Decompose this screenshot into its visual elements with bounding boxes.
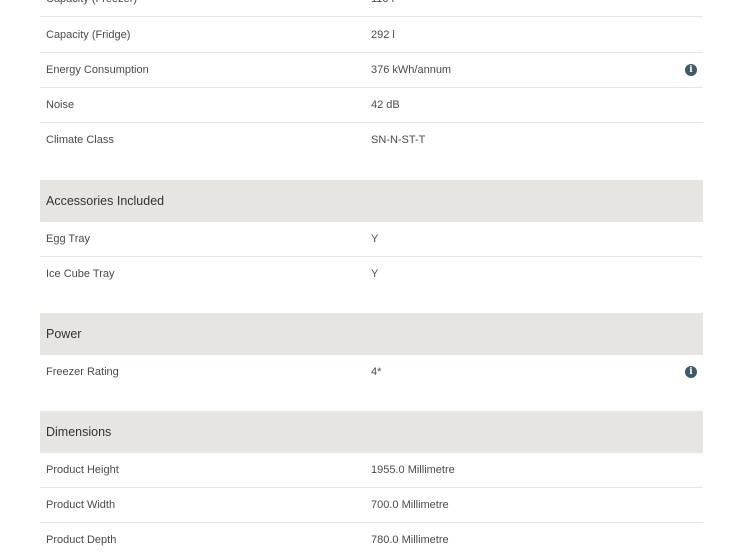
spec-row: Freezer Rating 4* i <box>40 355 703 390</box>
spec-value: 780.0 Millimetre <box>371 534 449 546</box>
spec-row: Capacity (Freezer) 110 l <box>40 0 703 17</box>
spec-value: SN-N-ST-T <box>371 134 426 146</box>
spec-row: Ice Cube Tray Y <box>40 257 703 292</box>
section-header: Power <box>40 313 703 355</box>
spec-label: Noise <box>46 99 75 111</box>
spec-row: Egg Tray Y <box>40 222 703 257</box>
spec-label: Capacity (Freezer) <box>46 0 137 17</box>
spec-value: 292 l <box>371 29 395 41</box>
section-title: Power <box>46 327 82 341</box>
spec-value: 376 kWh/annum <box>371 64 452 76</box>
spec-label: Capacity (Fridge) <box>46 29 131 41</box>
spec-value: 42 dB <box>371 99 400 111</box>
spec-row: Product Width 700.0 Millimetre <box>40 488 703 523</box>
spec-row: Climate Class SN-N-ST-T <box>40 123 703 158</box>
spec-value: Y <box>371 268 379 280</box>
spec-label: Climate Class <box>46 134 114 146</box>
section-title: Dimensions <box>46 425 112 439</box>
section-header: Dimensions <box>40 411 703 453</box>
spec-row: Product Height 1955.0 Millimetre <box>40 453 703 488</box>
spec-value: 1955.0 Millimetre <box>371 464 455 476</box>
spec-label: Freezer Rating <box>46 366 119 378</box>
spec-row: Capacity (Fridge) 292 l <box>40 18 703 53</box>
spec-value: 110 l <box>371 0 394 17</box>
info-icon[interactable]: i <box>685 366 697 378</box>
spec-label: Ice Cube Tray <box>46 268 115 280</box>
section-title: Accessories Included <box>46 194 165 208</box>
spec-row: Noise 42 dB <box>40 88 703 123</box>
spec-row: Energy Consumption 376 kWh/annum i <box>40 53 703 88</box>
spec-row: Product Depth 780.0 Millimetre <box>40 523 703 558</box>
spec-label: Product Height <box>46 464 119 476</box>
spec-value: Y <box>371 233 379 245</box>
spec-value: 700.0 Millimetre <box>371 499 449 511</box>
spec-label: Egg Tray <box>46 233 91 245</box>
spec-value: 4* <box>371 366 382 378</box>
spec-label: Product Width <box>46 499 116 511</box>
section-header: Accessories Included <box>40 180 703 222</box>
spec-label: Energy Consumption <box>46 64 149 76</box>
spec-label: Product Depth <box>46 534 117 546</box>
info-icon[interactable]: i <box>685 64 697 76</box>
